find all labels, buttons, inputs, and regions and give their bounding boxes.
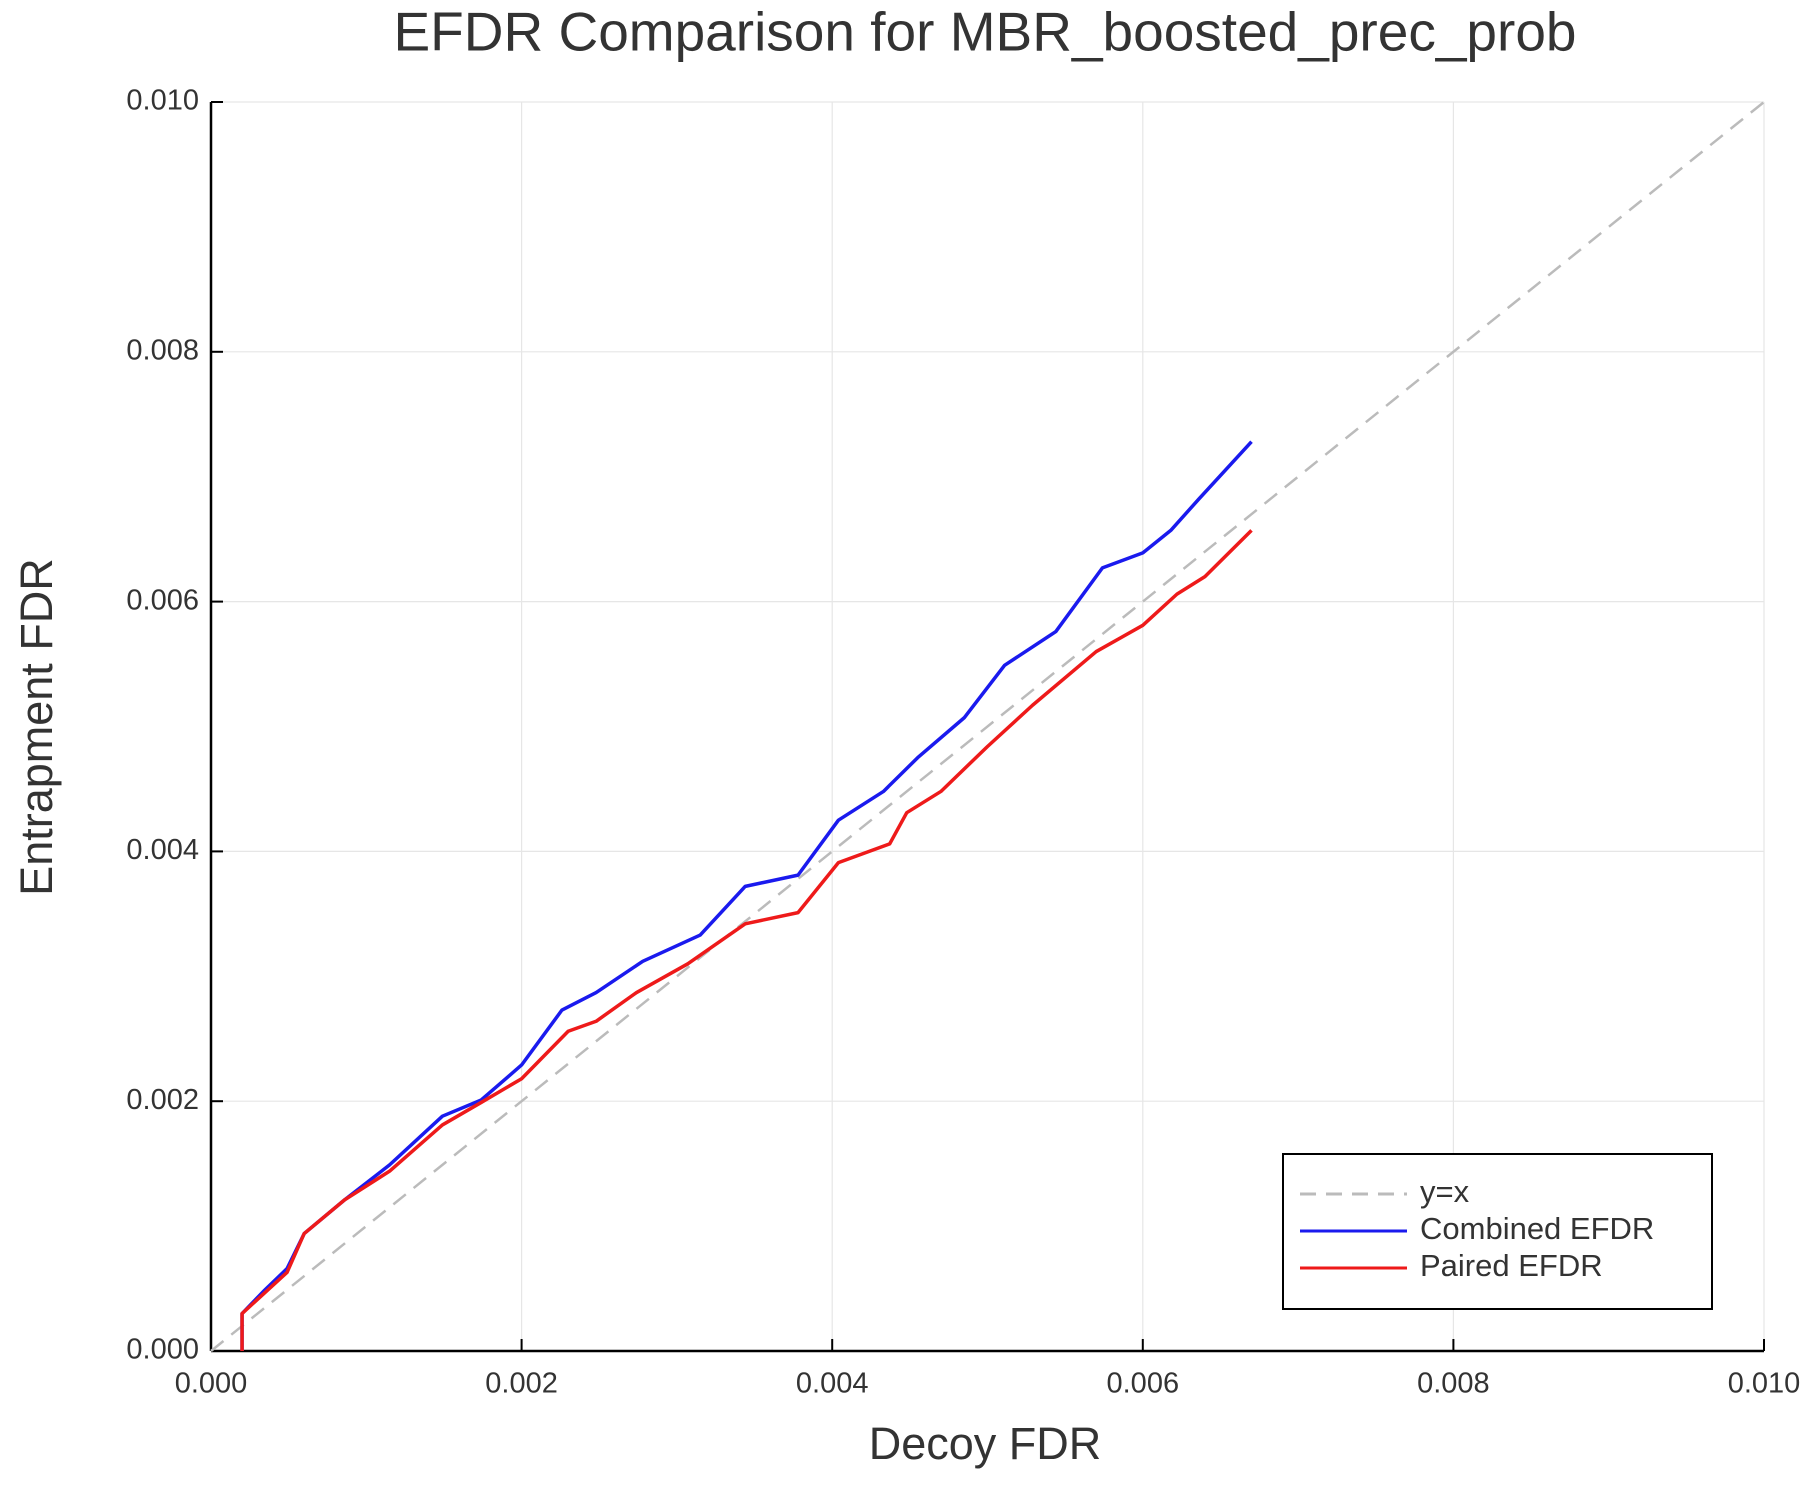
legend-label: Combined EFDR [1420,1211,1654,1246]
x-tick-label: 0.006 [1107,1368,1180,1400]
x-tick-label: 0.010 [1728,1368,1800,1400]
line-series [210,101,1765,1352]
line-series [240,529,1253,1351]
y-tick-label: 0.006 [126,584,199,616]
y-tick-label: 0.004 [126,834,199,866]
legend-label: y=x [1420,1174,1470,1209]
x-tick-label: 0.000 [175,1368,248,1400]
y-tick-label: 0.000 [126,1334,199,1366]
y-tick-label: 0.008 [126,334,199,366]
y-tick-label: 0.010 [126,85,199,117]
x-tick-label: 0.004 [796,1368,869,1400]
x-axis-label: Decoy FDR [869,1418,1102,1469]
legend-label: Paired EFDR [1420,1248,1603,1283]
x-tick-label: 0.008 [1417,1368,1490,1400]
chart-title: EFDR Comparison for MBR_boosted_prec_pro… [393,1,1576,63]
x-tick-label: 0.002 [485,1368,558,1400]
y-tick-label: 0.002 [126,1084,199,1116]
y-axis-label: Entrapment FDR [11,558,62,896]
line-series [240,440,1253,1351]
